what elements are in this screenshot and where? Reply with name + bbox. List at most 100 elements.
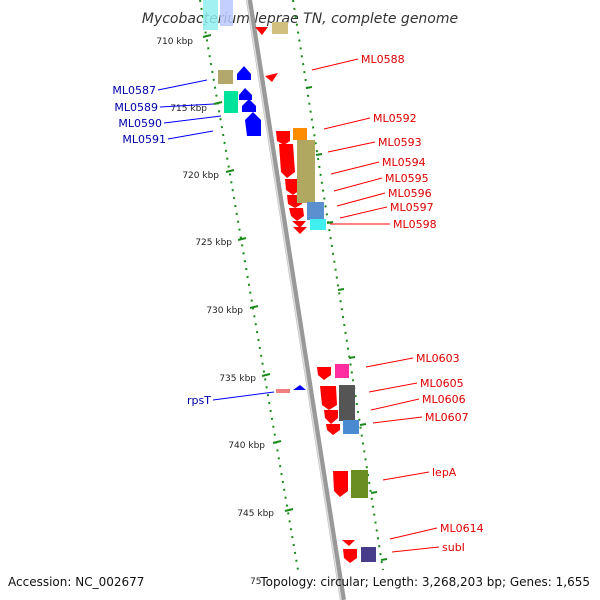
tick-mark: [337, 288, 345, 291]
leader-line: [336, 192, 386, 207]
tick-mark: [315, 153, 323, 156]
gene-label-rpsT: rpsT: [187, 394, 211, 407]
gene-label-ML0590: ML0590: [118, 117, 162, 130]
gene-block-olive: [297, 140, 315, 203]
leader-line: [167, 130, 214, 140]
kbp-label: 725 kbp: [195, 238, 232, 248]
gene-arrow-reverse: [293, 385, 306, 390]
leader-line: [157, 79, 208, 91]
tick-mark: [202, 34, 212, 38]
gene-arrow-forward: [326, 424, 340, 435]
gene-block-tan: [272, 22, 288, 34]
gene-label-ML0597: ML0597: [390, 201, 434, 214]
tick-mark: [370, 491, 378, 494]
gene-block-cyan: [310, 219, 326, 230]
gene-label-ML0605: ML0605: [420, 377, 464, 390]
topology-text: Topology: circular; Length: 3,268,203 bp…: [259, 575, 590, 589]
gene-block-gray: [339, 385, 355, 421]
tick-mark: [272, 440, 282, 444]
gene-label-ML0591: ML0591: [122, 133, 166, 146]
leader-line: [372, 416, 423, 424]
gene-block-slateblue: [361, 547, 376, 562]
leader-line: [339, 206, 388, 219]
gene-arrow-forward: [317, 367, 331, 380]
kbp-label: 710 kbp: [156, 37, 193, 47]
leader-line: [323, 117, 371, 130]
leader-line: [391, 546, 440, 553]
gene-arrow-forward: [343, 549, 357, 563]
gene-arrow-forward: [276, 131, 290, 145]
gene-label-ML0594: ML0594: [382, 156, 426, 169]
tick-mark: [213, 101, 223, 105]
gene-arrow-forward: [255, 27, 268, 35]
kbp-ticks: [202, 34, 388, 561]
gene-label-ML0587: ML0587: [112, 84, 156, 97]
reverse-gene-labels: ML0587 ML0589 ML0590 ML0591 rpsT: [112, 79, 275, 407]
tick-mark: [348, 356, 356, 359]
gene-label-ML0614: ML0614: [440, 522, 484, 535]
gene-arrow-forward: [289, 208, 304, 221]
genome-backbone: [246, 0, 346, 600]
gene-arrow-forward: [285, 179, 300, 195]
gene-label-ML0607: ML0607: [425, 411, 469, 424]
gene-arrow-forward: [333, 471, 348, 497]
gene-label-lepA: lepA: [432, 466, 457, 479]
gene-arrow-forward: [324, 410, 338, 424]
kbp-label-fragment: 75: [250, 577, 261, 587]
gene-label-ML0589: ML0589: [114, 101, 158, 114]
gene-block-orange: [293, 128, 307, 140]
tick-mark: [237, 237, 247, 241]
gene-arrow-forward: [279, 144, 295, 178]
forward-gene-labels: ML0588 ML0592 ML0593 ML0594 ML0595 ML059…: [311, 53, 484, 554]
leader-line: [327, 141, 376, 153]
map-title: Mycobacterium leprae TN, complete genome: [142, 11, 458, 27]
gene-block-magenta: [335, 364, 349, 378]
leader-line: [389, 527, 438, 540]
gene-block-green: [224, 91, 238, 113]
tick-mark: [305, 86, 313, 89]
tick-mark: [326, 221, 334, 224]
kbp-label: 715 kbp: [170, 104, 207, 114]
gene-arrow-forward: [265, 73, 278, 82]
kbp-label: 745 kbp: [237, 509, 274, 519]
gene-label-ML0598: ML0598: [393, 218, 437, 231]
kbp-label: 730 kbp: [206, 306, 243, 316]
leader-line: [365, 357, 414, 368]
gene-block-steelblue: [343, 420, 359, 434]
tick-mark: [359, 423, 367, 426]
tick-mark: [225, 169, 235, 173]
gene-arrow-reverse: [239, 88, 252, 100]
gene-block-lavender: [220, 0, 233, 26]
leader-line: [330, 161, 380, 175]
kbp-label: 720 kbp: [182, 171, 219, 181]
gene-label-ML0596: ML0596: [388, 187, 432, 200]
gene-block-steelblue: [307, 202, 324, 220]
kbp-labels: 710 kbp 715 kbp 720 kbp 725 kbp 730 kbp …: [156, 37, 274, 519]
leader-line: [333, 177, 383, 192]
gene-arrow-reverse: [237, 66, 251, 80]
backbone-highlight: [246, 0, 342, 600]
gene-block-olivegreen: [351, 470, 368, 498]
tick-mark: [284, 508, 294, 512]
gene-block-pink: [276, 389, 290, 393]
gene-arrow-forward: [293, 227, 307, 234]
leader-line: [311, 58, 359, 71]
kbp-label: 735 kbp: [219, 374, 256, 384]
leader-line: [159, 103, 215, 108]
leader-line: [368, 382, 418, 393]
inner-dotted-track: [199, 0, 299, 571]
accession-text: Accession: NC_002677: [8, 575, 144, 589]
gene-label-ML0588: ML0588: [361, 53, 405, 66]
tick-mark: [380, 558, 388, 561]
gene-arrow-forward: [292, 221, 306, 228]
leader-line: [382, 471, 430, 481]
reverse-strand-features: [203, 0, 306, 393]
tick-mark: [249, 305, 259, 309]
gene-label-ML0593: ML0593: [378, 136, 422, 149]
gene-arrow-forward: [320, 386, 337, 410]
gene-block-cyan: [203, 0, 218, 30]
leader-line: [163, 115, 222, 124]
gene-block-khaki: [218, 70, 233, 84]
gene-arrow-reverse: [245, 112, 261, 136]
